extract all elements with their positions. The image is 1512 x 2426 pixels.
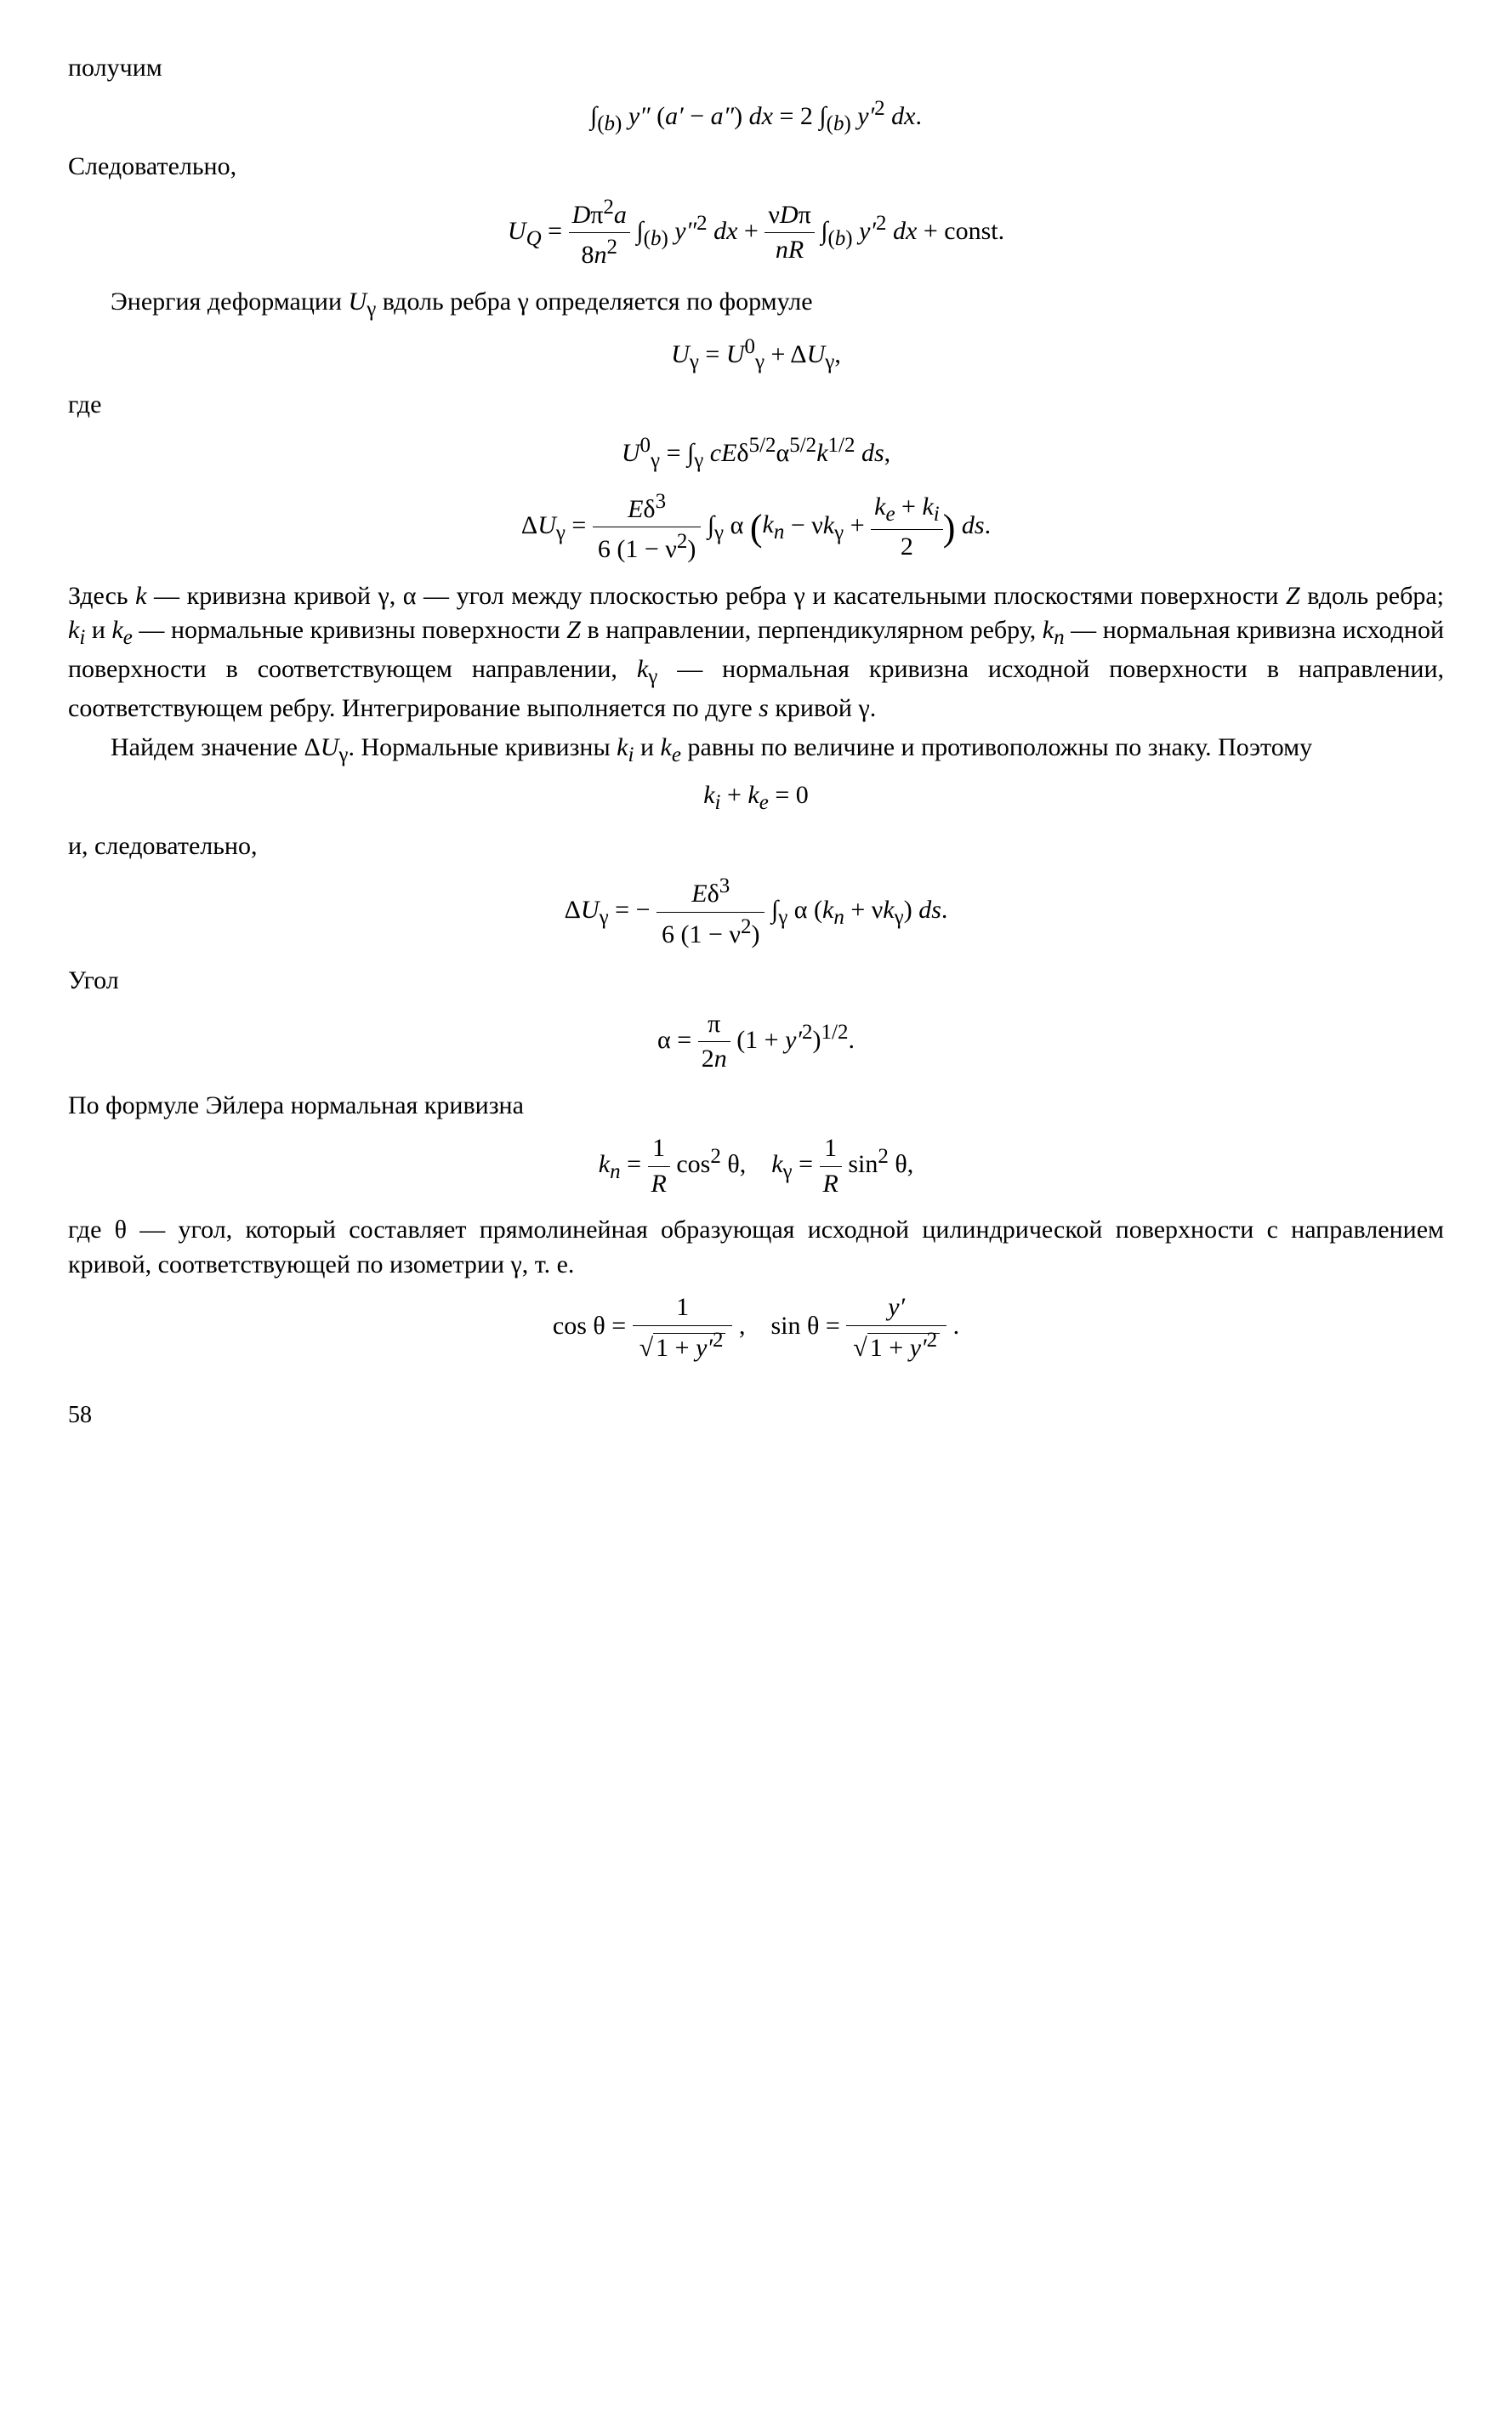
formula-10: cos θ = 1√1 + y′2 , sin θ = y′√1 + y′2 . (68, 1290, 1444, 1365)
paragraph: получим (68, 51, 1444, 86)
formula-4: U0γ = ∫γ cEδ5/2α5/2k1/2 ds, (68, 431, 1444, 476)
paragraph: Энергия деформации Uγ вдоль ребра γ опре… (68, 285, 1444, 324)
formula-7: ΔUγ = − Eδ36 (1 − ν2) ∫γ α (kn + νkγ) ds… (68, 872, 1444, 952)
formula-1: ∫(b) y″ (a′ − a″) dx = 2 ∫(b) y′2 dx. (68, 94, 1444, 139)
formula-6: ki + ke = 0 (68, 778, 1444, 817)
paragraph: где (68, 388, 1444, 423)
paragraph: Угол (68, 964, 1444, 999)
page-number: 58 (68, 1399, 1444, 1432)
formula-3: Uγ = U0γ + ΔUγ, (68, 333, 1444, 377)
formula-9: kn = 1R cos2 θ, kγ = 1R sin2 θ, (68, 1131, 1444, 1201)
formula-5: ΔUγ = Eδ36 (1 − ν2) ∫γ α (kn − νkγ + ke … (68, 487, 1444, 567)
paragraph: Следовательно, (68, 150, 1444, 185)
paragraph: Найдем значение ΔUγ. Нормальные кривизны… (68, 731, 1444, 770)
paragraph: По формуле Эйлера нормальная кривизна (68, 1089, 1444, 1124)
formula-8: α = π2n (1 + y′2)1/2. (68, 1007, 1444, 1077)
paragraph: где θ — угол, который составляет прямоли… (68, 1213, 1444, 1282)
paragraph: и, следовательно, (68, 829, 1444, 864)
paragraph: Здесь k — кривизна кривой γ, α — угол ме… (68, 579, 1444, 726)
formula-2: UQ = Dπ2a8n2 ∫(b) y″2 dx + νDπnR ∫(b) y′… (68, 193, 1444, 273)
